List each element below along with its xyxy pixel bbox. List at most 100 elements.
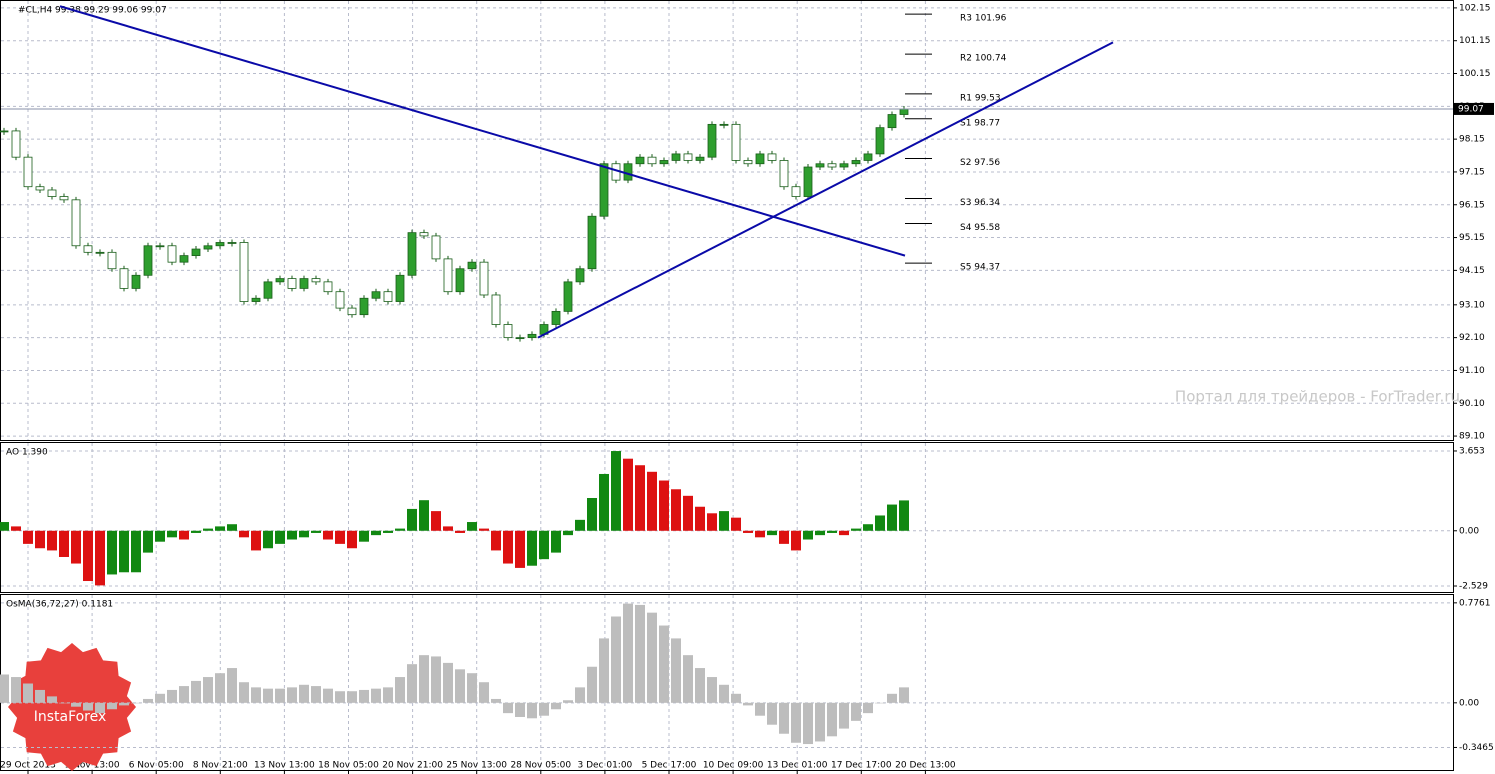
panel-title: AO 1.390 (6, 448, 48, 458)
candle (695, 156, 705, 161)
candle (251, 297, 261, 302)
histogram-bar (539, 702, 549, 716)
candle (347, 307, 357, 316)
histogram-bar (767, 530, 777, 536)
candle (419, 232, 429, 237)
histogram-bar (215, 526, 225, 531)
y-tick-label: 96.15 (1459, 200, 1485, 210)
histogram-bar (635, 604, 645, 703)
candle (275, 278, 285, 283)
x-tick-label: 6 Nov 05:00 (129, 761, 184, 771)
candle (0, 130, 9, 133)
candle (455, 268, 465, 293)
pivot-label: S3 96.34 (960, 198, 1000, 208)
histogram-bar (875, 515, 885, 531)
histogram-bar (263, 530, 273, 549)
candle (827, 163, 837, 168)
y-tick-label: 97.15 (1459, 167, 1485, 177)
histogram-bar (659, 480, 669, 531)
histogram-bar (419, 655, 429, 703)
y-tick-label: 3.653 (1459, 446, 1485, 456)
y-tick-label: 98.15 (1459, 135, 1485, 145)
candle (239, 242, 249, 302)
candle (371, 291, 381, 299)
histogram-bar (695, 506, 705, 531)
histogram-bar (887, 693, 897, 703)
candle (119, 268, 129, 289)
histogram-bar (779, 702, 789, 734)
y-tick-label: 94.15 (1459, 266, 1485, 276)
pivot-label: S5 94.37 (960, 263, 1000, 273)
candle (887, 114, 897, 129)
histogram-bar (743, 702, 753, 706)
histogram-bar (359, 530, 369, 542)
histogram-bar (179, 686, 189, 703)
histogram-bar (119, 530, 129, 573)
trend-line (537, 41, 1114, 339)
histogram-bar (107, 702, 117, 710)
y-tick-label: 91.10 (1459, 366, 1485, 376)
histogram-bar (119, 702, 129, 706)
candle (491, 294, 501, 325)
candle (731, 123, 741, 161)
histogram-bar (863, 524, 873, 531)
histogram-bar (575, 519, 585, 531)
x-tick-label: 25 Nov 13:00 (446, 761, 507, 771)
candle (191, 248, 201, 257)
candle (527, 333, 537, 339)
histogram-bar (167, 689, 177, 703)
pivot-label: S2 97.56 (960, 158, 1000, 168)
histogram-bar (479, 528, 489, 531)
candle (707, 123, 717, 158)
histogram-bar (467, 673, 477, 703)
histogram-bar (311, 530, 321, 533)
histogram-bar (803, 530, 813, 540)
histogram-bar (203, 528, 213, 531)
histogram-bar (443, 526, 453, 531)
histogram-bar (431, 511, 441, 531)
candle (863, 153, 873, 161)
histogram-bar (23, 683, 33, 703)
x-tick-label: 3 Dec 01:00 (577, 761, 632, 771)
histogram-bar (635, 465, 645, 531)
histogram-bar (719, 684, 729, 703)
histogram-bar (287, 687, 297, 703)
histogram-bar (287, 530, 297, 540)
last-price-box (1454, 102, 1494, 115)
histogram-bar (371, 688, 381, 703)
candle (431, 235, 441, 260)
logo: InstaForex (8, 643, 136, 771)
trend-line (59, 5, 906, 257)
histogram-bar (143, 698, 153, 703)
histogram-bar (707, 513, 717, 531)
pivot-label: S4 95.58 (960, 223, 1000, 233)
candle (743, 160, 753, 165)
candle (599, 163, 609, 217)
candle (287, 278, 297, 289)
histogram-bar (827, 530, 837, 533)
x-tick-label: 5 Dec 17:00 (642, 761, 697, 771)
histogram-bar (671, 489, 681, 531)
y-tick-label: 92.10 (1459, 333, 1485, 343)
histogram-bar (143, 530, 153, 553)
x-tick-label: 29 Oct 2013 (0, 761, 56, 771)
pivot-label: R1 99.53 (960, 93, 1001, 103)
histogram-bar (251, 530, 261, 551)
histogram-bar (719, 511, 729, 531)
histogram-bar (251, 687, 261, 703)
histogram-bar (95, 702, 105, 714)
histogram-bar (647, 471, 657, 531)
candle (503, 324, 513, 339)
histogram-bar (779, 530, 789, 544)
histogram-bar (491, 698, 501, 703)
candle (59, 196, 69, 201)
histogram-bar (0, 674, 9, 703)
histogram-bar (527, 702, 537, 719)
histogram-bar (755, 530, 765, 538)
histogram-bar (551, 702, 561, 710)
y-tick-label: 89.10 (1459, 432, 1485, 442)
histogram-bar (455, 669, 465, 703)
histogram-bar (623, 603, 633, 703)
candle (143, 245, 153, 276)
x-tick-label: 18 Nov 05:00 (318, 761, 379, 771)
